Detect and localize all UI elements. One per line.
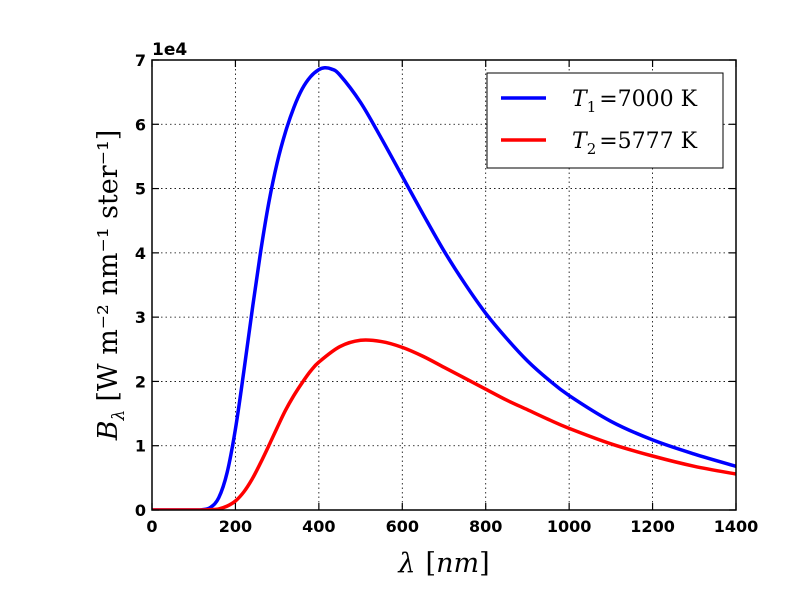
legend-label-t1: T1 =7000 K [572, 87, 698, 116]
y-tick-label: 3 [135, 308, 146, 327]
y-tick-label: 1 [135, 437, 146, 456]
svg-text:Bλ[W m⁻² nm⁻¹ ster⁻¹]: Bλ [W m⁻² nm⁻¹ ster⁻¹] [93, 130, 129, 442]
x-axis-label: λ [nm] [397, 548, 489, 579]
series-line-1 [152, 65, 736, 510]
axis-ticks: 0 200 400 600 800 1000 1200 1400 0 1 2 3 4 5 6 7 [135, 51, 758, 536]
x-tick-label: 1200 [630, 517, 675, 536]
x-tick-label: 600 [386, 517, 419, 536]
x-axis-unit: nm [436, 548, 479, 579]
y-tick-label: 5 [135, 180, 146, 199]
y-axis-label: Bλ [W m⁻² nm⁻¹ ster⁻¹] [93, 130, 129, 442]
svg-text:λ[nm]: λ [nm] [397, 548, 489, 579]
legend: T1 =7000 K T2 =5777 K [486, 72, 724, 169]
y-tick-label: 7 [135, 51, 146, 70]
legend-label-t2: T2 =5777 K [572, 129, 698, 158]
y-tick-label: 6 [135, 115, 146, 134]
legend-box [486, 72, 724, 169]
series-lines [152, 65, 736, 510]
y-tick-label: 2 [135, 372, 146, 391]
y-tick-label: 4 [135, 244, 146, 263]
y-axis-units: [W m⁻² nm⁻¹ ster⁻¹] [93, 130, 124, 402]
y-axis-symbol: B [93, 420, 124, 441]
x-tick-label: 1400 [714, 517, 759, 536]
x-tick-label: 1000 [547, 517, 592, 536]
x-tick-label: 400 [302, 517, 335, 536]
y-offset-label: 1e4 [152, 40, 187, 60]
x-tick-label: 800 [469, 517, 502, 536]
y-tick-label: 0 [135, 501, 146, 520]
x-tick-label: 200 [219, 517, 252, 536]
y-axis-subscript: λ [109, 410, 129, 422]
x-tick-label: 0 [146, 517, 157, 536]
series-line-2 [152, 338, 736, 510]
x-axis-symbol: λ [397, 548, 415, 579]
plot-frame [151, 59, 737, 511]
